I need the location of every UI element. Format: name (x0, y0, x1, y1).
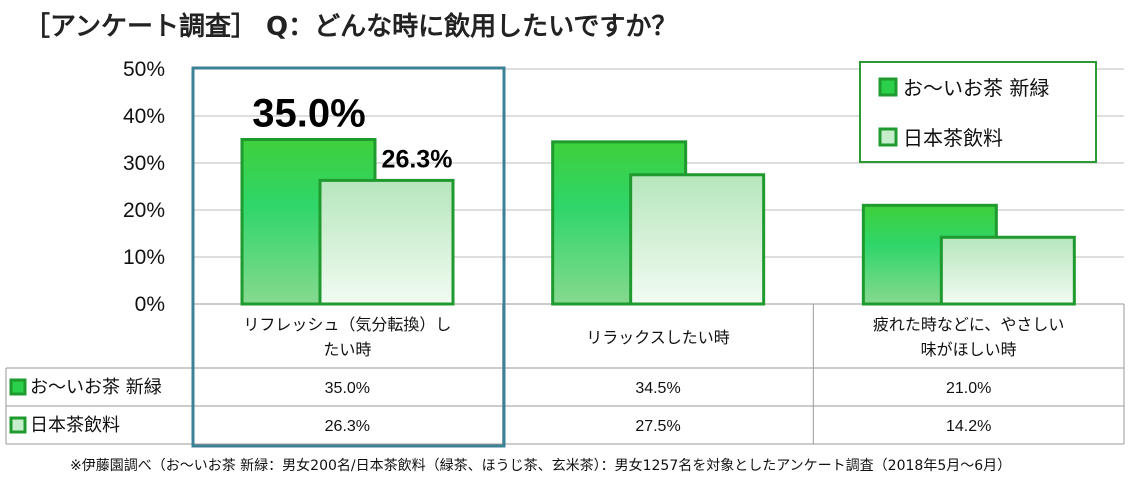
table-cell: 35.0% (325, 380, 370, 397)
row-legend-swatch (9, 378, 27, 396)
annotation-series1: 35.0% (252, 92, 365, 136)
row-legend-swatch (9, 416, 27, 434)
category-label: たい時 (323, 340, 371, 359)
bar-s2-c1 (318, 178, 455, 306)
highlight-frame (191, 66, 506, 448)
y-tick-label: 30% (123, 152, 165, 175)
table-cell: 14.2% (946, 418, 991, 435)
table-cell: 34.5% (635, 380, 680, 397)
category-label: 味がほしい時 (921, 340, 1017, 359)
category-label: リフレッシュ（気分転換）し (243, 315, 451, 334)
legend-swatch (878, 77, 898, 97)
row-label: 日本茶飲料 (30, 415, 120, 436)
y-tick-label: 20% (123, 199, 165, 222)
y-tick-label: 50% (123, 58, 165, 81)
row-label: お～いお茶 新緑 (30, 377, 162, 398)
y-tick-label: 40% (123, 105, 165, 128)
bar-s2-c2 (629, 173, 766, 306)
chart-title: ［アンケート調査］ Q：どんな時に飲用したいですか？ (24, 12, 678, 42)
table-cell: 27.5% (635, 418, 680, 435)
footnote: ※伊藤園調べ（お～いお茶 新緑：男女200名/日本茶飲料（緑茶、ほうじ茶、玄米茶… (70, 458, 1012, 474)
annotation-series2: 26.3% (382, 145, 453, 173)
table-cell: 26.3% (325, 418, 370, 435)
y-tick-label: 0% (135, 293, 165, 316)
legend-swatch (878, 127, 898, 147)
legend-label: 日本茶飲料 (903, 126, 1003, 150)
table-cell: 21.0% (946, 380, 991, 397)
category-label: 疲れた時などに、やさしい (873, 315, 1065, 334)
y-tick-label: 10% (123, 246, 165, 269)
category-label: リラックスしたい時 (586, 328, 730, 347)
bar-s2-c3 (939, 235, 1076, 306)
legend-label: お～いお茶 新緑 (903, 76, 1049, 100)
legend-box (859, 61, 1097, 163)
